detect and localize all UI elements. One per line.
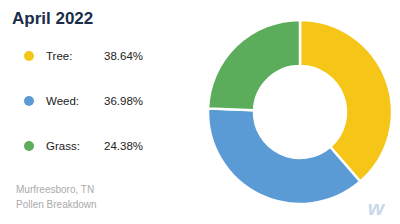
- slice: [208, 108, 360, 204]
- donut: [208, 20, 392, 204]
- legend-label: Grass:: [46, 140, 80, 152]
- title: April 2022: [12, 9, 93, 28]
- subtitle-line: Murfreesboro, TN: [16, 184, 94, 195]
- legend-swatch: [24, 141, 34, 151]
- legend-value: 38.64%: [104, 50, 143, 62]
- legend-label: Tree:: [46, 50, 72, 62]
- legend-value: 24.38%: [104, 140, 143, 152]
- watermark: w: [368, 196, 386, 219]
- legend-label: Weed:: [46, 95, 79, 107]
- slice: [208, 20, 300, 110]
- subtitle: Murfreesboro, TN Pollen Breakdown: [16, 184, 97, 210]
- background: [0, 0, 400, 224]
- legend: Tree: 38.64% Weed: 36.98% Grass: 24.38%: [24, 50, 143, 152]
- legend-swatch: [24, 96, 34, 106]
- chart: April 2022 Tree: 38.64% Weed: 36.98% Grass: 24…: [0, 0, 400, 224]
- legend-value: 36.98%: [104, 95, 143, 107]
- subtitle-line: Pollen Breakdown: [16, 199, 97, 210]
- legend-swatch: [24, 51, 34, 61]
